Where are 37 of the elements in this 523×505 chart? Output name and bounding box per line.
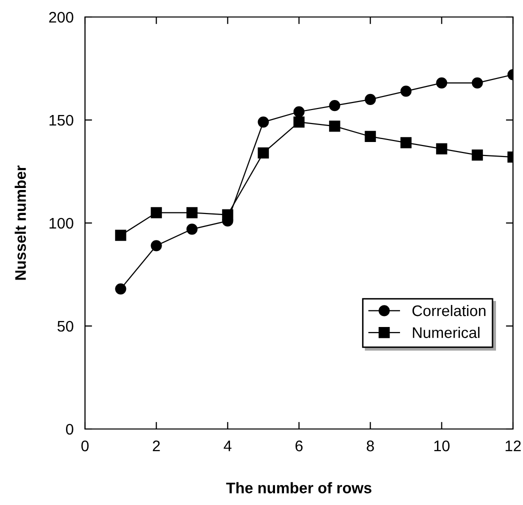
point bbox=[436, 77, 448, 88]
y-tick-label: 100 bbox=[50, 218, 74, 229]
x-tick-label: 6 bbox=[296, 440, 303, 452]
y-tick-label: 150 bbox=[50, 114, 74, 126]
point bbox=[364, 130, 376, 142]
y-tick-label: 200 bbox=[49, 12, 74, 23]
legend-label: Correlation bbox=[412, 304, 486, 316]
point bbox=[150, 240, 162, 252]
point bbox=[115, 283, 126, 294]
point bbox=[400, 137, 412, 148]
legend-label: Numerical bbox=[412, 326, 480, 338]
y-axis-title: Nusselt number bbox=[14, 166, 26, 280]
point bbox=[293, 106, 305, 118]
point bbox=[293, 116, 305, 128]
x-tick-label: 4 bbox=[224, 440, 232, 452]
point bbox=[400, 86, 412, 97]
x-tick-label: 2 bbox=[152, 440, 160, 452]
point bbox=[150, 207, 162, 218]
x-tick-label: 12 bbox=[506, 440, 521, 452]
x-axis-title: The number of rows bbox=[226, 482, 372, 494]
point bbox=[329, 100, 340, 112]
x-tick-label: 10 bbox=[434, 440, 450, 452]
x-tick-label: 8 bbox=[366, 440, 374, 452]
y-tick-label: 50 bbox=[58, 320, 74, 332]
point bbox=[472, 77, 483, 88]
point bbox=[115, 230, 126, 241]
x-tick-label: 0 bbox=[81, 440, 89, 452]
y-tick-label: 0 bbox=[66, 424, 74, 435]
point bbox=[329, 120, 340, 132]
point bbox=[258, 147, 269, 159]
point bbox=[186, 207, 198, 218]
point bbox=[436, 143, 448, 154]
point bbox=[222, 209, 234, 220]
point bbox=[186, 224, 198, 235]
point bbox=[472, 149, 483, 161]
point bbox=[258, 116, 269, 128]
point bbox=[364, 94, 376, 105]
